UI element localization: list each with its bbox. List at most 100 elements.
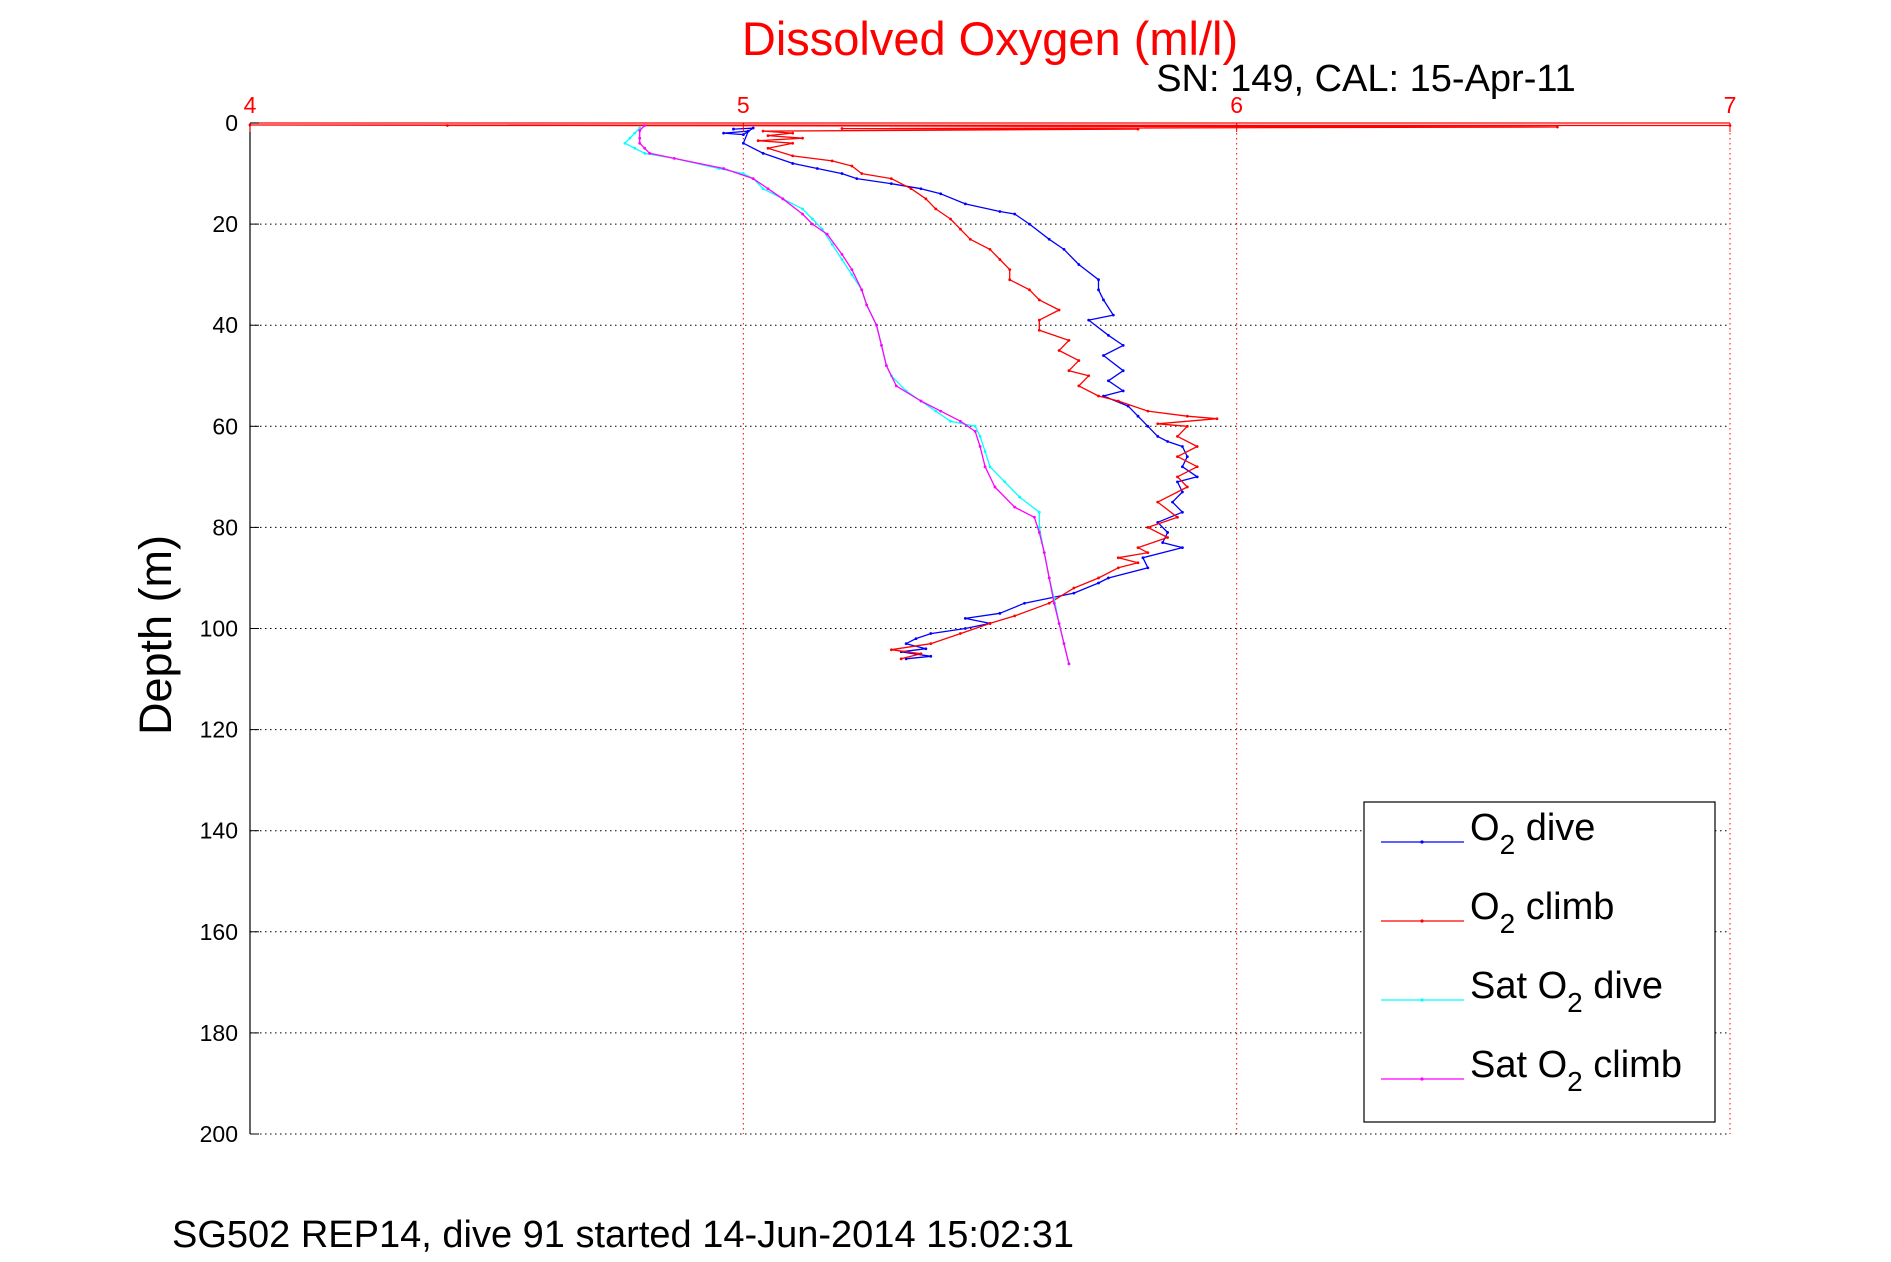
data-point [1156, 500, 1160, 504]
data-point [766, 187, 770, 191]
data-point [998, 258, 1002, 261]
data-point [1181, 445, 1184, 448]
data-point [1146, 424, 1150, 428]
data-point [1116, 399, 1120, 403]
data-point [978, 435, 982, 438]
data-point [973, 429, 977, 433]
data-point [983, 450, 987, 453]
data-point [672, 156, 676, 160]
data-point [939, 192, 943, 196]
data-point [988, 622, 992, 625]
data-point [1195, 445, 1199, 448]
data-point [959, 227, 962, 231]
data-point [756, 139, 760, 143]
data-point [1047, 576, 1051, 580]
data-point [1062, 642, 1066, 646]
data-point [1057, 349, 1061, 352]
legend-label: Sat O2 climb [1470, 1044, 1682, 1097]
legend-label-rest: climb [1515, 886, 1614, 928]
data-point [811, 217, 814, 221]
data-point [914, 637, 918, 641]
data-point [1146, 409, 1150, 413]
data-point [791, 162, 795, 165]
data-point [1156, 422, 1160, 426]
y-tick-label: 140 [200, 818, 238, 844]
data-point [919, 187, 923, 191]
data-point [1097, 576, 1100, 580]
data-point [929, 654, 933, 658]
data-point [1067, 662, 1071, 666]
data-point [1176, 455, 1179, 459]
legend-marker [1420, 840, 1424, 844]
data-point [1116, 566, 1120, 570]
y-tick-label: 80 [212, 514, 238, 540]
data-point [633, 131, 637, 135]
data-point [722, 131, 725, 135]
data-point [1013, 212, 1017, 216]
grid-layer [250, 123, 1731, 1135]
data-point [1008, 278, 1012, 282]
data-point [840, 127, 844, 130]
data-point [1136, 127, 1140, 131]
data-point [924, 197, 928, 201]
data-point [766, 146, 770, 150]
data-point [988, 247, 992, 251]
data-point [1181, 510, 1184, 514]
data-point [1037, 328, 1041, 332]
data-point [1042, 551, 1046, 555]
data-point [850, 273, 854, 277]
data-point [1156, 435, 1160, 438]
data-point [1185, 414, 1189, 418]
legend-label-rest: climb [1583, 1044, 1682, 1086]
data-point [963, 616, 967, 620]
legend-box [1363, 801, 1716, 1123]
legend-label-rest: dive [1583, 965, 1663, 1007]
data-point [643, 146, 647, 150]
data-point [1102, 298, 1105, 302]
data-point [840, 258, 844, 261]
data-point [1181, 546, 1184, 550]
data-point [801, 136, 804, 140]
data-point [741, 141, 745, 145]
legend-label-subscript: 2 [1500, 908, 1516, 939]
legend-label-main: Sat O [1470, 965, 1567, 1007]
data-point [934, 207, 938, 211]
data-point [761, 151, 765, 155]
data-point [1176, 515, 1179, 519]
ticks-layer: 0 20 40 60 80 100 120 140 160 180 200 4 5 6 7 [200, 92, 1737, 1147]
data-point [1126, 404, 1130, 408]
data-point [638, 126, 642, 130]
y-tick-label: 40 [212, 312, 238, 338]
data-point [889, 648, 893, 652]
data-point [1107, 333, 1110, 337]
data-point [1111, 313, 1115, 317]
data-point [1181, 490, 1184, 494]
data-point [1136, 561, 1140, 565]
data-point [909, 187, 913, 191]
data-point [1166, 531, 1169, 534]
data-point [830, 242, 834, 246]
y-axis-label: Depth (m) [130, 535, 181, 735]
data-point [929, 632, 933, 635]
data-point [1037, 318, 1041, 322]
y-tick-label: 20 [212, 211, 238, 237]
data-point [741, 172, 745, 175]
data-point [1146, 526, 1150, 529]
data-point [963, 202, 967, 206]
legend-marker [1420, 998, 1424, 1002]
data-point [1181, 465, 1184, 469]
data-point [1077, 359, 1081, 362]
data-point [1037, 526, 1041, 529]
y-tick-label: 0 [225, 110, 238, 136]
data-point [998, 210, 1002, 213]
data-point [830, 159, 834, 163]
data-point [722, 167, 725, 170]
data-point [1107, 576, 1110, 580]
data-point [741, 133, 745, 137]
data-point [850, 268, 854, 271]
series-layer [248, 123, 1732, 666]
data-point [791, 141, 795, 145]
data-point [934, 409, 938, 413]
data-point [1037, 298, 1041, 302]
x-tick-label: 4 [244, 92, 257, 118]
